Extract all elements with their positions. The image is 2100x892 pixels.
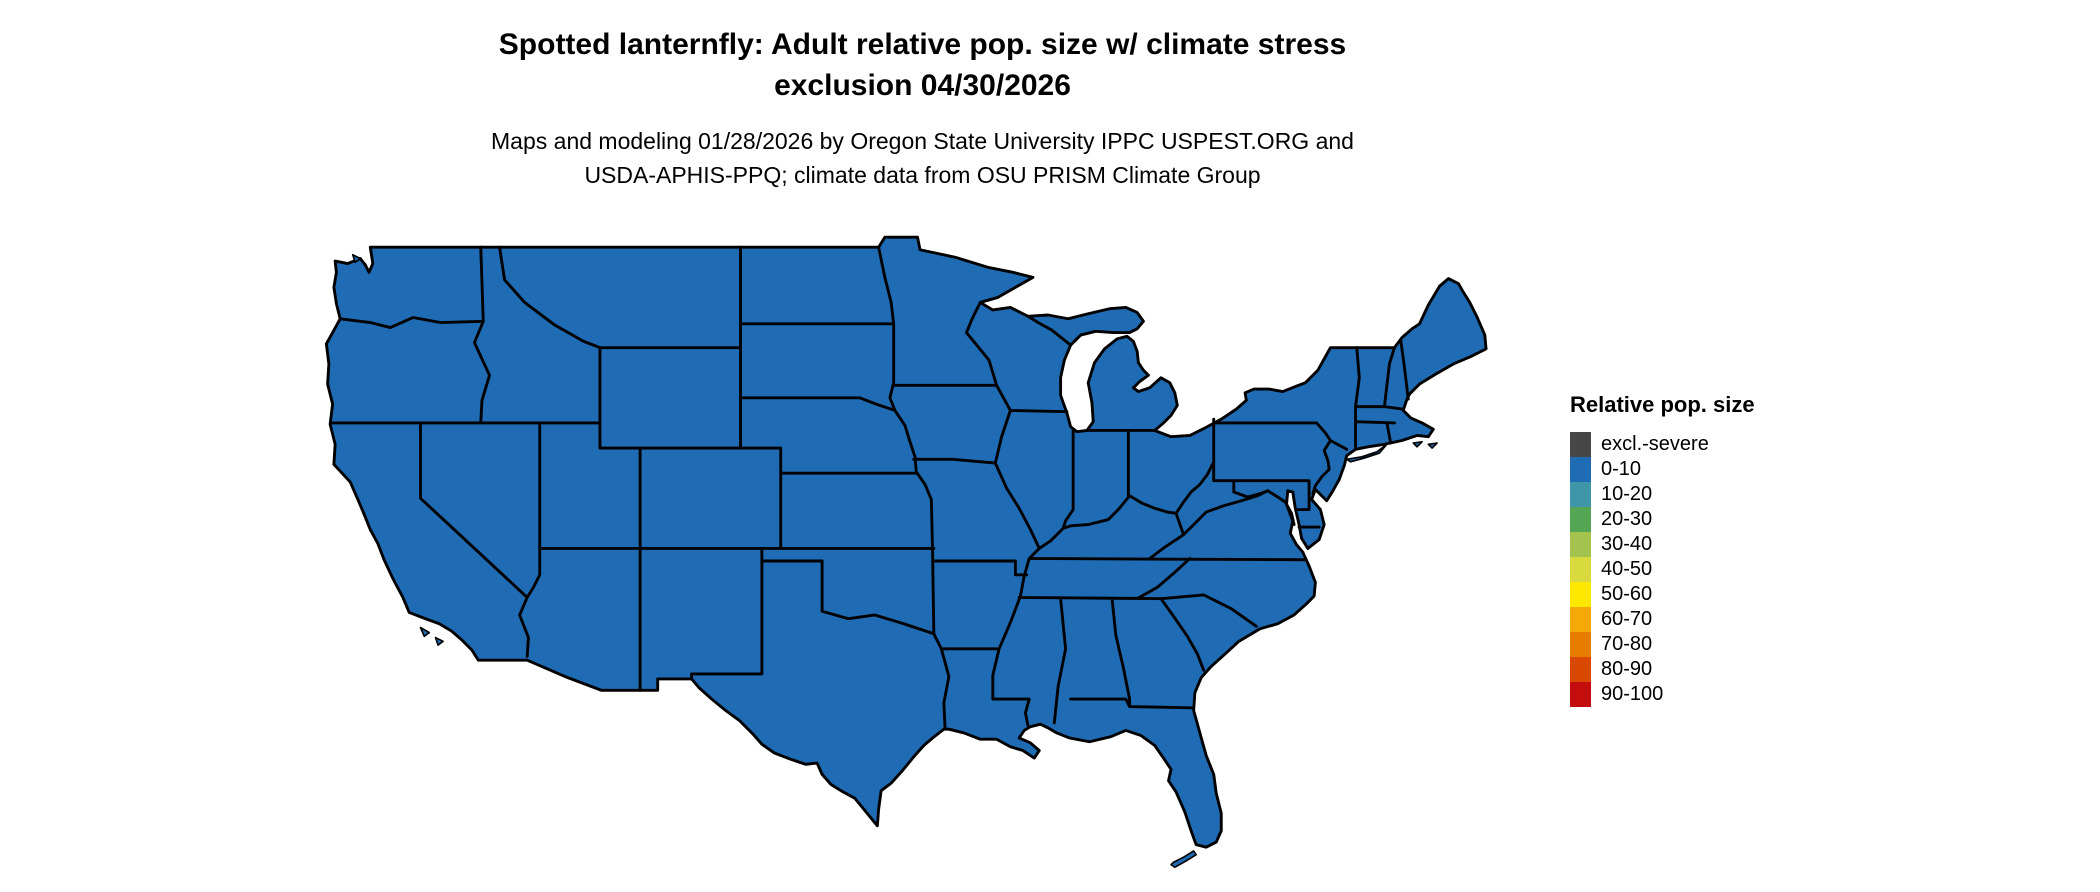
legend-item-label: 0-10 xyxy=(1601,458,1642,480)
legend-swatch xyxy=(1570,582,1591,607)
legend-title: Relative pop. size xyxy=(1570,392,1755,417)
legend-swatch xyxy=(1570,507,1591,532)
legend-swatch xyxy=(1570,632,1591,657)
legend-swatch xyxy=(1570,607,1591,632)
legend-item: 0-10 xyxy=(1570,457,1830,482)
legend-item-label: excl.-severe xyxy=(1601,433,1709,455)
legend-swatch xyxy=(1570,532,1591,557)
subtitle-line-2: USDA-APHIS-PPQ; climate data from OSU PR… xyxy=(584,162,1261,188)
legend-item-label: 30-40 xyxy=(1601,533,1653,555)
legend-items: excl.-severe 0-10 10-20 20-30 30-40 40-50 50-6… xyxy=(1570,432,1830,707)
legend-item-label: 50-60 xyxy=(1601,583,1653,605)
legend-item-label: 80-90 xyxy=(1601,658,1653,680)
state-borders xyxy=(329,245,1410,731)
coastal-islands-shape xyxy=(351,253,1438,869)
legend-item-label: 70-80 xyxy=(1601,633,1653,655)
map-area xyxy=(300,222,1530,892)
title-line-1: Spotted lanternfly: Adult relative pop. … xyxy=(498,28,1347,61)
legend-swatch xyxy=(1570,482,1591,507)
legend-swatch xyxy=(1570,457,1591,482)
subtitle-line-1: Maps and modeling 01/28/2026 by Oregon S… xyxy=(491,128,1354,154)
legend-swatch xyxy=(1570,432,1591,457)
us-map xyxy=(324,235,1488,869)
legend-item: 90-100 xyxy=(1570,682,1830,707)
legend-swatch xyxy=(1570,657,1591,682)
legend-item: 60-70 xyxy=(1570,607,1830,632)
legend-item: 70-80 xyxy=(1570,632,1830,657)
legend-item: excl.-severe xyxy=(1570,432,1830,457)
legend-item: 20-30 xyxy=(1570,507,1830,532)
legend-item-label: 20-30 xyxy=(1601,508,1653,530)
legend-swatch xyxy=(1570,682,1591,707)
legend-item: 80-90 xyxy=(1570,657,1830,682)
legend: Relative pop. size excl.-severe 0-10 10-20… xyxy=(1570,392,1830,707)
legend-item: 30-40 xyxy=(1570,532,1830,557)
legend-item-label: 90-100 xyxy=(1601,683,1664,705)
legend-item-label: 60-70 xyxy=(1601,608,1653,630)
legend-item-label: 40-50 xyxy=(1601,558,1653,580)
legend-item: 10-20 xyxy=(1570,482,1830,507)
title-line-2: exclusion 04/30/2026 xyxy=(774,69,1071,102)
legend-item: 40-50 xyxy=(1570,557,1830,582)
legend-swatch xyxy=(1570,557,1591,582)
page-title: Spotted lanternfly: Adult relative pop. … xyxy=(0,24,1845,106)
us-mainland-shape xyxy=(324,235,1488,849)
legend-item: 50-60 xyxy=(1570,582,1830,607)
page-subtitle: Maps and modeling 01/28/2026 by Oregon S… xyxy=(0,124,1845,192)
legend-item-label: 10-20 xyxy=(1601,483,1653,505)
